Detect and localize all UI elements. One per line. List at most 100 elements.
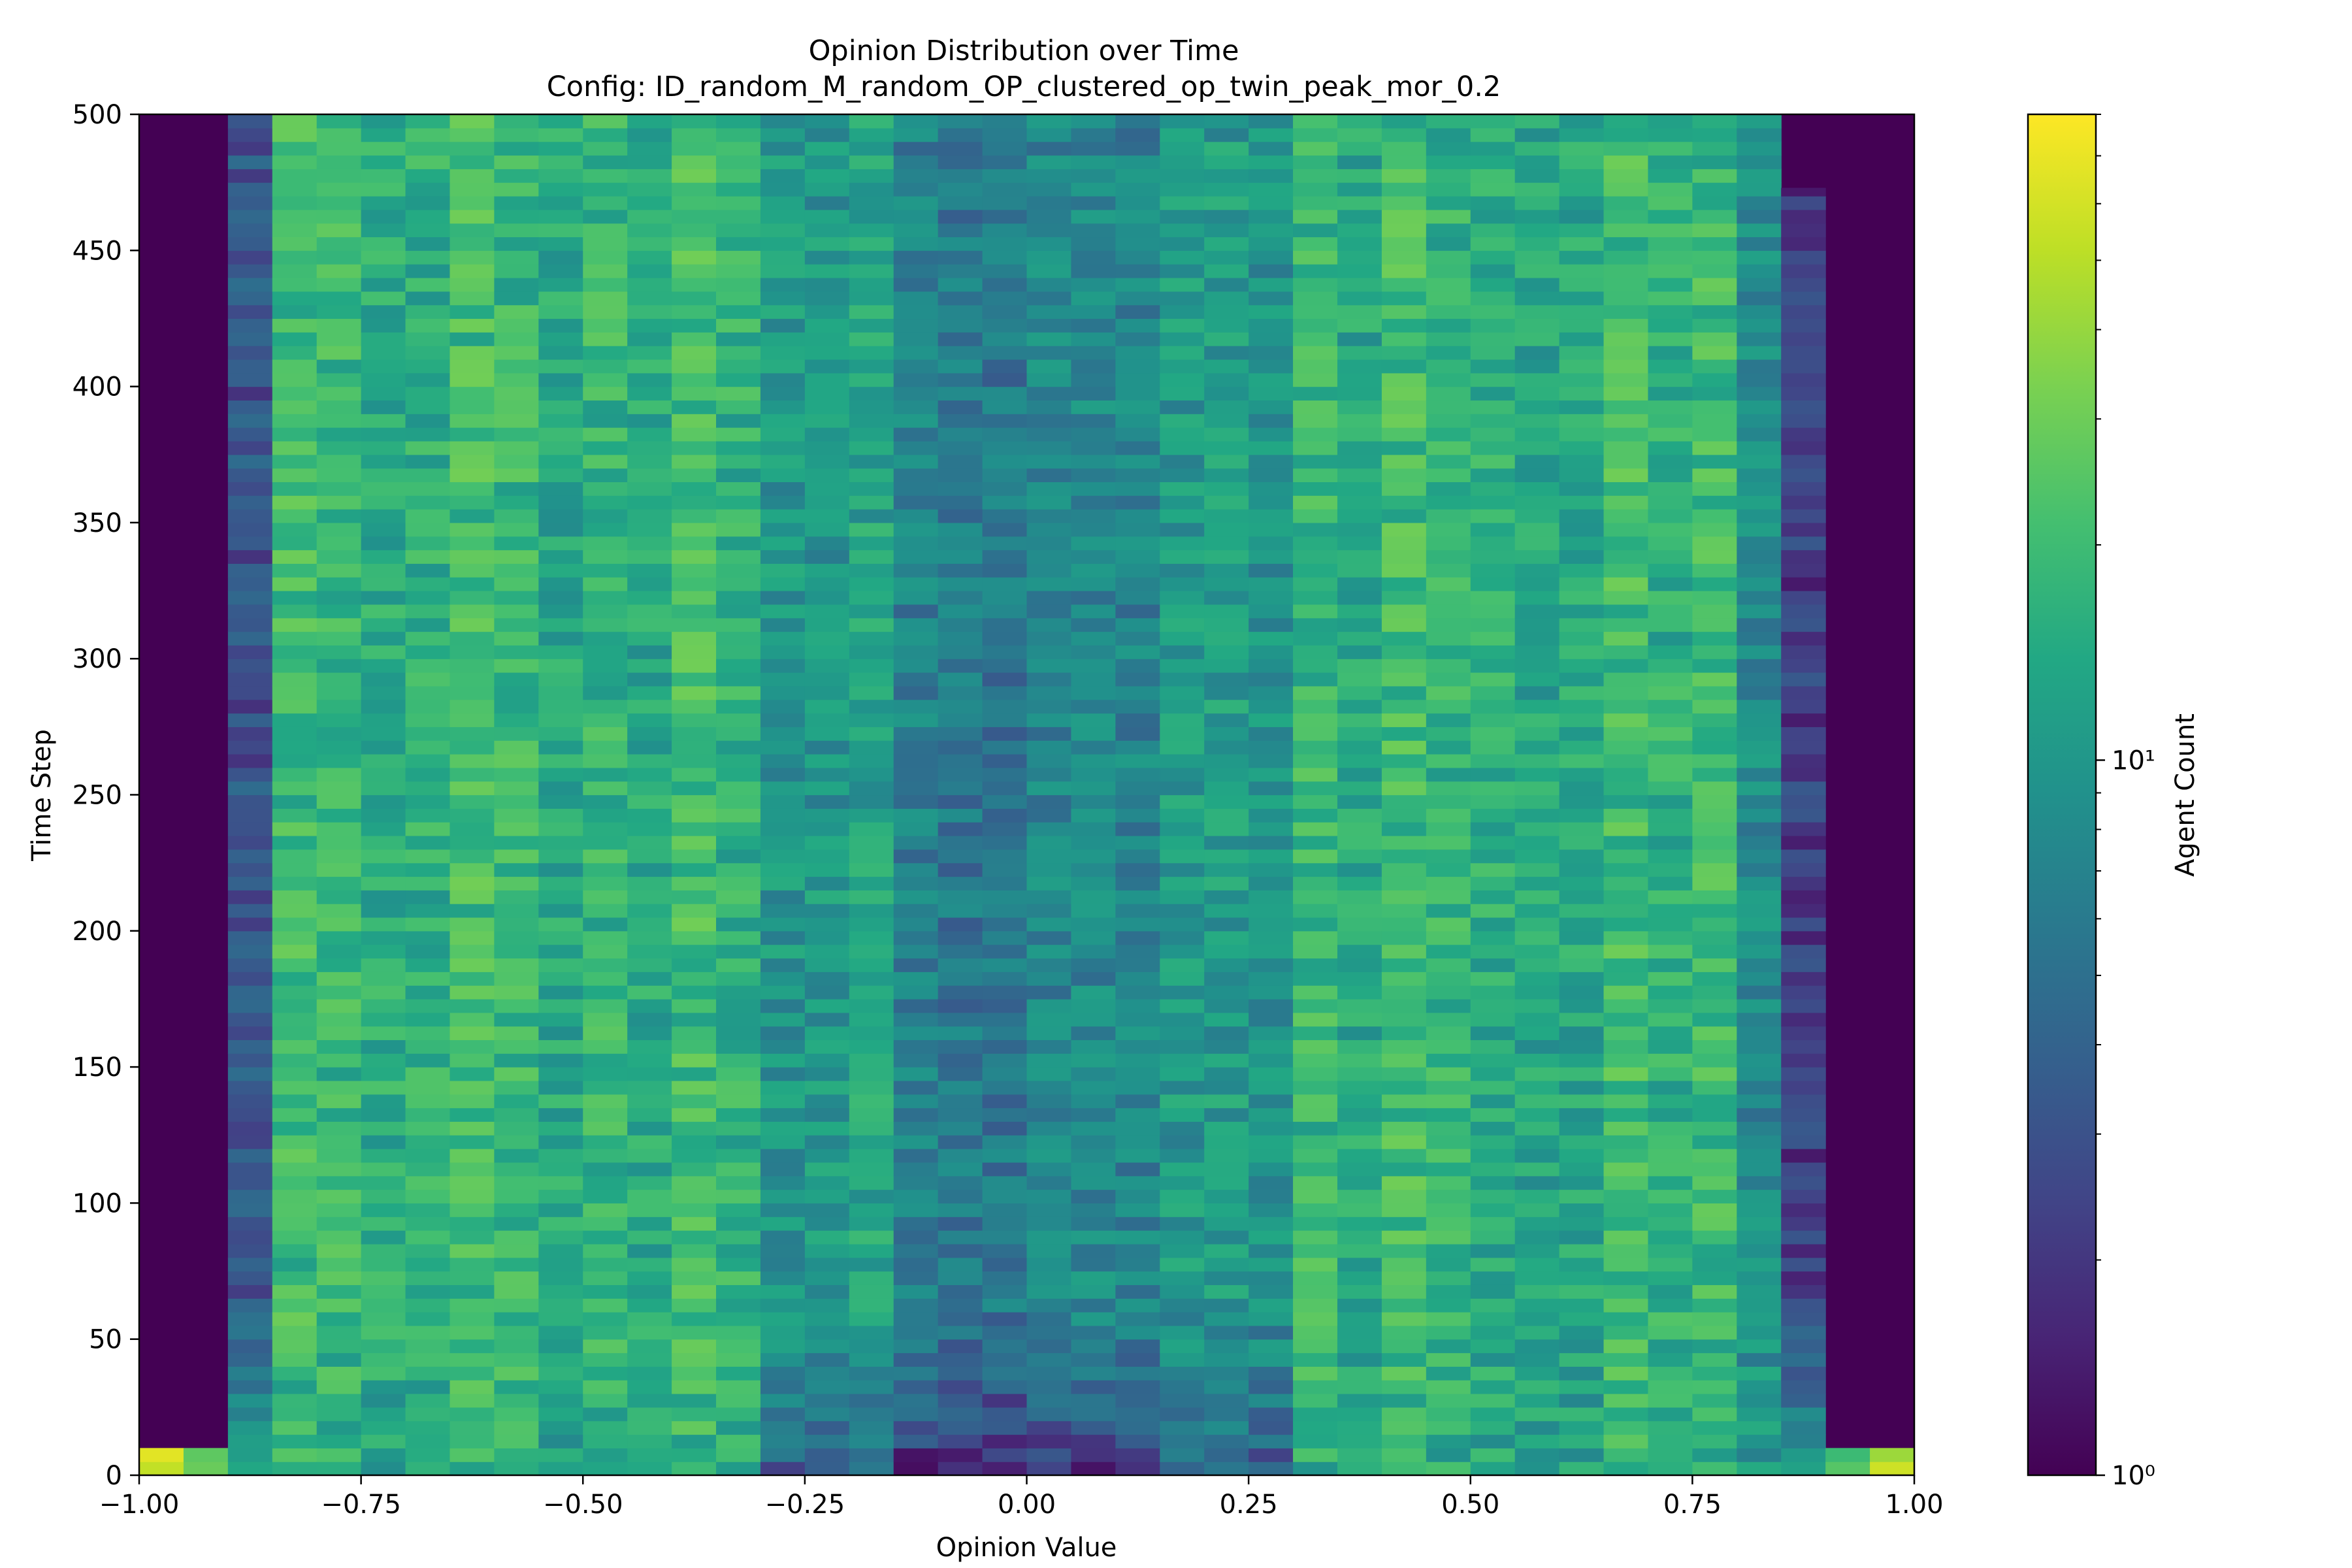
heatmap-cell (1603, 522, 1649, 537)
heatmap-cell (1293, 1257, 1338, 1272)
heatmap-cell (672, 427, 717, 442)
heatmap-cell (849, 1407, 894, 1422)
heatmap-cell (938, 223, 983, 238)
heatmap-cell (893, 427, 939, 442)
heatmap-cell (405, 1162, 451, 1177)
heatmap-cell (1648, 277, 1693, 292)
heatmap-cell (893, 876, 939, 890)
heatmap-cell (1160, 386, 1205, 401)
heatmap-cell (893, 822, 939, 836)
heatmap-cell (449, 440, 495, 455)
heatmap-cell (1514, 890, 1560, 904)
heatmap-cell (538, 985, 583, 1000)
heatmap-cell (1071, 304, 1116, 319)
heatmap-cell (405, 127, 451, 142)
heatmap-cell (449, 808, 495, 823)
heatmap-cell (1470, 304, 1516, 319)
heatmap-cell (1160, 930, 1205, 945)
heatmap-cell (583, 304, 628, 319)
heatmap-cell (583, 549, 628, 564)
heatmap-cell (804, 332, 850, 346)
heatmap-cell (1293, 346, 1338, 360)
heatmap-cell (272, 917, 318, 932)
heatmap-cell (494, 182, 539, 197)
heatmap-cell (849, 822, 894, 836)
heatmap-cell (272, 223, 318, 238)
heatmap-cell (672, 972, 717, 986)
heatmap-cell (1559, 835, 1605, 850)
heatmap-cell (316, 904, 362, 918)
heatmap-cell (1026, 1257, 1072, 1272)
heatmap-cell (449, 985, 495, 1000)
heatmap-cell (1381, 114, 1427, 129)
heatmap-cell (1737, 767, 1782, 782)
heatmap-cell (893, 1039, 939, 1054)
heatmap-cell (716, 577, 761, 591)
heatmap-cell (1204, 1407, 1249, 1422)
heatmap-cell (627, 972, 672, 986)
heatmap-cell (227, 141, 273, 156)
heatmap-cell (938, 237, 983, 251)
heatmap-cell (1160, 754, 1205, 768)
heatmap-cell (449, 876, 495, 890)
heatmap-cell (1293, 1094, 1338, 1109)
heatmap-cell (938, 114, 983, 129)
heatmap-cell (361, 930, 406, 945)
heatmap-cell (449, 645, 495, 659)
heatmap-cell (760, 617, 806, 632)
heatmap-cell (1781, 427, 1826, 442)
heatmap-cell (1648, 998, 1693, 1013)
heatmap-cell (1381, 767, 1427, 782)
heatmap-cell (227, 822, 273, 836)
heatmap-cell (272, 264, 318, 278)
heatmap-cell (316, 617, 362, 632)
heatmap-cell (1514, 182, 1560, 197)
heatmap-cell (1293, 713, 1338, 727)
heatmap-cell (716, 482, 761, 496)
heatmap-cell (1071, 890, 1116, 904)
heatmap-cell (1692, 250, 1737, 265)
heatmap-cell (583, 482, 628, 496)
heatmap-cell (538, 1462, 583, 1476)
heatmap-cell (1514, 781, 1560, 796)
heatmap-cell (1470, 1462, 1516, 1476)
heatmap-cell (716, 1462, 761, 1476)
heatmap-cell (449, 264, 495, 278)
heatmap-cell (1514, 1434, 1560, 1448)
heatmap-cell (405, 1149, 451, 1163)
heatmap-cell (1249, 835, 1294, 850)
heatmap-cell (893, 1135, 939, 1149)
heatmap-cell (316, 713, 362, 727)
heatmap-cell (982, 304, 1028, 319)
heatmap-cell (1249, 1094, 1294, 1109)
heatmap-cell (1514, 1462, 1560, 1476)
heatmap-cell (361, 141, 406, 156)
heatmap-cell (1781, 1039, 1826, 1054)
heatmap-cell (1115, 659, 1160, 673)
heatmap-cell (1781, 1312, 1826, 1326)
y-tick-label: 0 (106, 1461, 122, 1491)
heatmap-cell (1603, 930, 1649, 945)
heatmap-cell (627, 1394, 672, 1408)
heatmap-cell (361, 1366, 406, 1380)
heatmap-cell (760, 1203, 806, 1217)
heatmap-cell (1071, 386, 1116, 401)
heatmap-cell (227, 536, 273, 551)
heatmap-cell (1204, 1257, 1249, 1272)
heatmap-cell (982, 318, 1028, 333)
heatmap-cell (1115, 645, 1160, 659)
heatmap-cell (1559, 890, 1605, 904)
heatmap-cell (1204, 468, 1249, 483)
heatmap-cell (272, 794, 318, 809)
heatmap-cell (804, 414, 850, 428)
heatmap-cell (672, 1284, 717, 1299)
heatmap-cell (1514, 1217, 1560, 1231)
heatmap-cell (1426, 944, 1471, 959)
heatmap-cell (672, 1039, 717, 1054)
heatmap-cell (227, 1039, 273, 1054)
heatmap-cell (938, 849, 983, 864)
heatmap-cell (361, 1107, 406, 1122)
heatmap-cell (405, 1312, 451, 1326)
heatmap-cell (938, 1448, 983, 1462)
heatmap-cell (1470, 822, 1516, 836)
